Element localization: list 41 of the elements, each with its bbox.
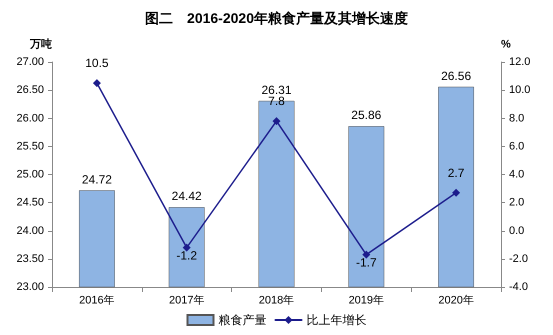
- x-tick-label: 2018年: [258, 294, 294, 306]
- x-tick-label: 2016年: [79, 294, 115, 306]
- x-tick-label: 2017年: [168, 294, 204, 306]
- y-tick-label: 25.00: [16, 168, 44, 180]
- y2-axis-title: %: [501, 38, 511, 50]
- data-label: 10.5: [85, 56, 109, 70]
- y-axis-title: 万吨: [29, 38, 52, 50]
- legend-label: 粮食产量: [218, 313, 266, 327]
- point: [272, 117, 280, 126]
- y-tick-label: 25.50: [16, 140, 44, 152]
- y2-tick-label: 10.0: [509, 84, 530, 96]
- x-tick-label: 2020年: [438, 294, 474, 306]
- y2-tick-label: 12.0: [509, 56, 530, 68]
- y-tick-label: 24.00: [16, 224, 44, 237]
- y-tick-label: 26.50: [16, 84, 44, 96]
- data-label: 26.31: [261, 82, 292, 97]
- chart-title: 图二 2016-2020年粮食产量及其增长速度: [145, 10, 408, 26]
- y2-tick-label: 8.0: [509, 112, 524, 124]
- y2-tick-label: 6.0: [509, 140, 524, 152]
- y2-tick-label: 0.0: [509, 224, 524, 237]
- y2-tick-label: 2.0: [509, 196, 524, 209]
- point: [92, 79, 101, 88]
- data-label: 25.86: [351, 108, 382, 122]
- data-label: -1.7: [356, 256, 377, 270]
- data-label: 24.42: [172, 189, 202, 204]
- x-tick-label: 2019年: [348, 294, 384, 306]
- y2-tick-label: -2.0: [509, 252, 528, 265]
- point: [452, 188, 460, 197]
- y-tick-label: 23.00: [16, 281, 44, 293]
- y-tick-label: 26.00: [16, 112, 44, 124]
- data-label: -1.2: [176, 248, 198, 263]
- data-label: 2.7: [448, 166, 465, 180]
- y-tick-label: 24.50: [16, 196, 44, 209]
- legend-label: 比上年增长: [306, 313, 366, 327]
- y-tick-label: 23.50: [16, 252, 44, 265]
- data-label: 24.72: [82, 172, 112, 186]
- data-label: 26.56: [441, 68, 472, 83]
- y2-tick-label: 4.0: [509, 168, 524, 180]
- y-tick-label: 27.00: [16, 56, 44, 68]
- data-label: 7.8: [268, 94, 286, 108]
- y2-tick-label: -4.0: [509, 281, 528, 293]
